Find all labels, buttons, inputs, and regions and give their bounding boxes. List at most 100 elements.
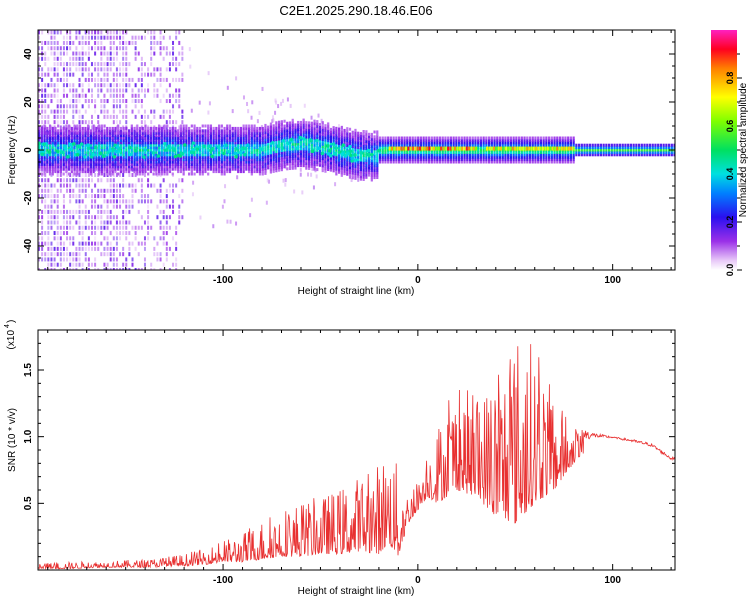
heatmap-cell	[321, 121, 324, 125]
heatmap-cell	[316, 153, 319, 157]
heatmap-cell	[438, 155, 442, 159]
heatmap-cell	[182, 126, 185, 130]
heatmap-cell	[496, 143, 499, 147]
heatmap-cell	[507, 155, 510, 159]
heatmap-cell	[463, 150, 466, 154]
heatmap-cell	[239, 162, 243, 166]
heatmap-cell	[128, 40, 131, 45]
heatmap-cell	[163, 155, 166, 159]
heatmap-cell	[370, 171, 373, 175]
heatmap-cell	[370, 137, 373, 141]
heatmap-cell	[141, 138, 144, 142]
heatmap-cell	[261, 141, 264, 145]
heatmap-cell	[59, 165, 63, 169]
heatmap-cell	[172, 77, 175, 82]
heatmap-cell	[335, 150, 338, 154]
heatmap-peak	[128, 152, 133, 157]
heatmap-cell	[547, 136, 551, 140]
heatmap-cell	[542, 150, 545, 154]
heatmap-peak	[183, 143, 187, 147]
heatmap-cell	[267, 137, 270, 141]
heatmap-cell	[51, 172, 54, 176]
heatmap-cell	[365, 137, 368, 141]
heatmap-cell	[256, 148, 259, 152]
heatmap-cell	[196, 165, 199, 169]
heatmap-cell	[100, 138, 103, 142]
heatmap-cell	[134, 225, 137, 230]
heatmap-cell	[47, 104, 50, 109]
heatmap-cell	[272, 133, 275, 137]
heatmap-cell	[128, 77, 131, 82]
heatmap-cell	[430, 153, 433, 157]
heatmap-cell	[127, 138, 131, 142]
heatmap-cell	[89, 158, 93, 162]
heatmap-cell	[291, 118, 294, 122]
heatmap-cell	[264, 140, 267, 144]
heatmap-cell	[217, 162, 221, 166]
heatmap-cell	[223, 155, 226, 159]
heatmap-cell	[305, 142, 308, 146]
heatmap-cell	[447, 150, 450, 154]
heatmap-cell	[201, 131, 204, 135]
heatmap-cell	[471, 146, 474, 150]
heatmap-cell	[78, 204, 81, 209]
heatmap-cell	[234, 126, 237, 130]
heatmap-cell	[196, 138, 199, 142]
heatmap-cell	[198, 172, 202, 176]
heatmap-cell	[122, 40, 125, 45]
heatmap-cell	[316, 141, 319, 145]
heatmap-cell	[181, 199, 184, 204]
heatmap-cell	[133, 129, 136, 133]
heatmap-cell	[212, 158, 215, 162]
heatmap-cell	[201, 150, 204, 154]
heatmap-cell	[41, 77, 44, 82]
heatmap-cell	[313, 165, 316, 169]
heatmap-cell	[69, 194, 72, 199]
heatmap-cell	[94, 183, 97, 188]
heatmap-cell	[463, 138, 466, 142]
heatmap-cell	[215, 148, 218, 152]
heatmap-cell	[474, 138, 477, 142]
heatmap-cell	[81, 236, 84, 241]
heatmap-cell	[47, 188, 50, 193]
heatmap-cell	[343, 157, 346, 161]
heatmap-cell	[261, 134, 264, 138]
heatmap-cell	[637, 146, 641, 150]
heatmap-cell	[38, 170, 41, 174]
heatmap-cell	[150, 109, 153, 114]
heatmap-cell	[550, 141, 553, 145]
heatmap-cell	[152, 143, 155, 147]
heatmap-cell	[212, 162, 215, 166]
heatmap-cell	[242, 170, 245, 174]
heatmap-cell	[627, 143, 630, 147]
heatmap-cell	[215, 170, 218, 174]
heatmap-cell	[359, 175, 363, 179]
heatmap-cell	[87, 172, 90, 177]
heatmap-cell	[168, 165, 172, 169]
heatmap-cell	[147, 178, 150, 183]
heatmap-cell	[76, 148, 79, 152]
heatmap-cell	[94, 257, 97, 262]
heatmap-cell	[75, 178, 78, 183]
heatmap-cell	[65, 165, 68, 169]
heatmap-cell	[78, 93, 81, 98]
heatmap-cell	[90, 220, 93, 225]
heatmap-cell	[395, 160, 398, 164]
heatmap-cell	[485, 138, 488, 142]
heatmap-cell	[166, 131, 169, 135]
heatmap-cell	[204, 162, 207, 166]
heatmap-cell	[65, 153, 68, 157]
heatmap-cell	[137, 93, 140, 98]
heatmap-cell	[228, 158, 232, 162]
heatmap-cell	[564, 148, 567, 152]
heatmap-cell	[115, 246, 118, 251]
heatmap-cell	[57, 153, 60, 157]
heatmap-cell	[187, 172, 191, 176]
heatmap-cell	[307, 154, 311, 158]
heatmap-cell	[44, 83, 47, 88]
heatmap-cell	[479, 150, 483, 154]
heatmap-cell	[78, 35, 81, 40]
heatmap-cell	[378, 150, 382, 154]
heatmap-cell	[261, 143, 264, 147]
heatmap-cell	[275, 121, 278, 125]
